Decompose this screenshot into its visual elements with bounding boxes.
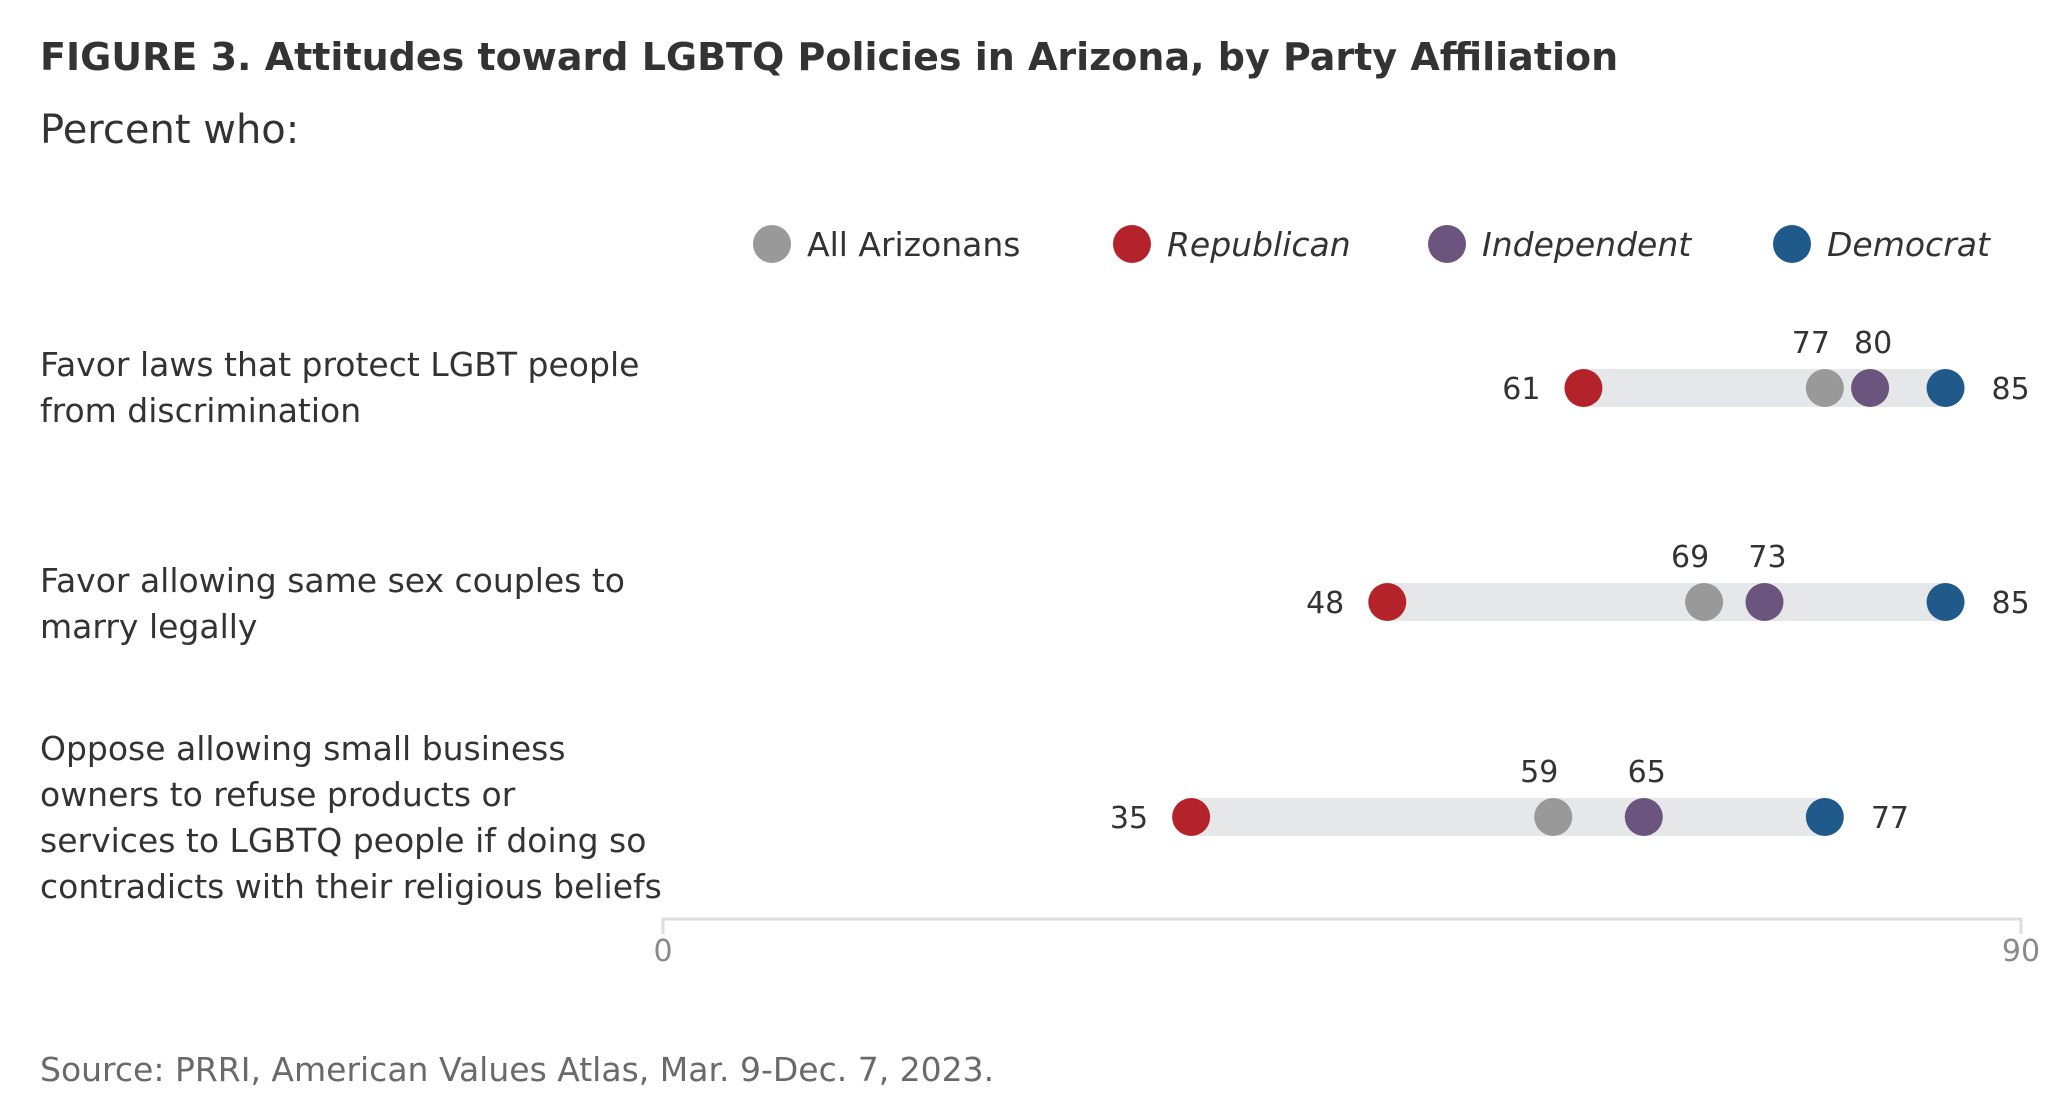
dot-all-arizonans xyxy=(1685,583,1724,621)
value-label-democrat: 77 xyxy=(1871,801,1909,836)
legend-marker-all-arizonans xyxy=(753,225,791,263)
legend-label-independent: Independent xyxy=(1482,225,1692,264)
value-label-independent: 65 xyxy=(1628,755,1666,790)
row-label: Oppose allowing small business owners to … xyxy=(40,729,662,906)
value-label-independent: 80 xyxy=(1854,326,1892,361)
legend-label-democrat: Democrat xyxy=(1827,225,1991,264)
dot-all-arizonans xyxy=(1805,369,1844,407)
legend: All Arizonans Republican Independent Democr… xyxy=(753,225,1991,264)
dot-all-arizonans xyxy=(1534,798,1573,836)
legend-item-independent: Independent xyxy=(1428,225,1692,264)
legend-item-republican: Republican xyxy=(1113,225,1351,264)
value-label-all-arizonans: 59 xyxy=(1520,755,1558,790)
row-label: Favor laws that protect LGBT people from … xyxy=(40,345,639,430)
chart-title: FIGURE 3. Attitudes toward LGBTQ Policie… xyxy=(40,35,1618,79)
x-tick-label: 0 xyxy=(653,934,672,969)
dot-republican xyxy=(1172,798,1211,836)
legend-label-all-arizonans: All Arizonans xyxy=(807,225,1020,264)
value-label-republican: 61 xyxy=(1502,372,1540,407)
dot-independent xyxy=(1745,583,1784,621)
x-axis: 0 90 xyxy=(653,917,2040,969)
value-label-republican: 48 xyxy=(1306,586,1344,621)
dot-democrat xyxy=(1926,583,1965,621)
x-tick-label: 90 xyxy=(2002,934,2040,969)
value-label-all-arizonans: 69 xyxy=(1671,540,1709,575)
chart-row: Favor allowing same sex couples to marry … xyxy=(40,540,2030,646)
chart-subtitle: Percent who: xyxy=(40,107,299,153)
value-label-all-arizonans: 77 xyxy=(1792,326,1830,361)
dot-independent xyxy=(1624,798,1663,836)
legend-marker-independent xyxy=(1428,225,1466,263)
dot-republican xyxy=(1368,583,1407,621)
dot-republican xyxy=(1564,369,1603,407)
legend-label-republican: Republican xyxy=(1167,225,1351,264)
legend-item-democrat: Democrat xyxy=(1773,225,1991,264)
chart-rows: Favor laws that protect LGBT people from … xyxy=(40,326,2030,906)
dot-democrat xyxy=(1926,369,1965,407)
chart-row: Favor laws that protect LGBT people from … xyxy=(40,326,2030,430)
value-label-republican: 35 xyxy=(1110,801,1148,836)
dot-democrat xyxy=(1805,798,1844,836)
legend-item-all-arizonans: All Arizonans xyxy=(753,225,1020,264)
value-label-democrat: 85 xyxy=(1992,586,2030,621)
legend-marker-democrat xyxy=(1773,225,1811,263)
value-label-democrat: 85 xyxy=(1992,372,2030,407)
row-label: Favor allowing same sex couples to marry … xyxy=(40,561,625,646)
legend-marker-republican xyxy=(1113,225,1151,263)
source-note: Source: PRRI, American Values Atlas, Mar… xyxy=(40,1050,994,1089)
dot-independent xyxy=(1851,369,1890,407)
chart-row: Oppose allowing small business owners to … xyxy=(40,729,1909,906)
value-label-independent: 73 xyxy=(1748,540,1786,575)
